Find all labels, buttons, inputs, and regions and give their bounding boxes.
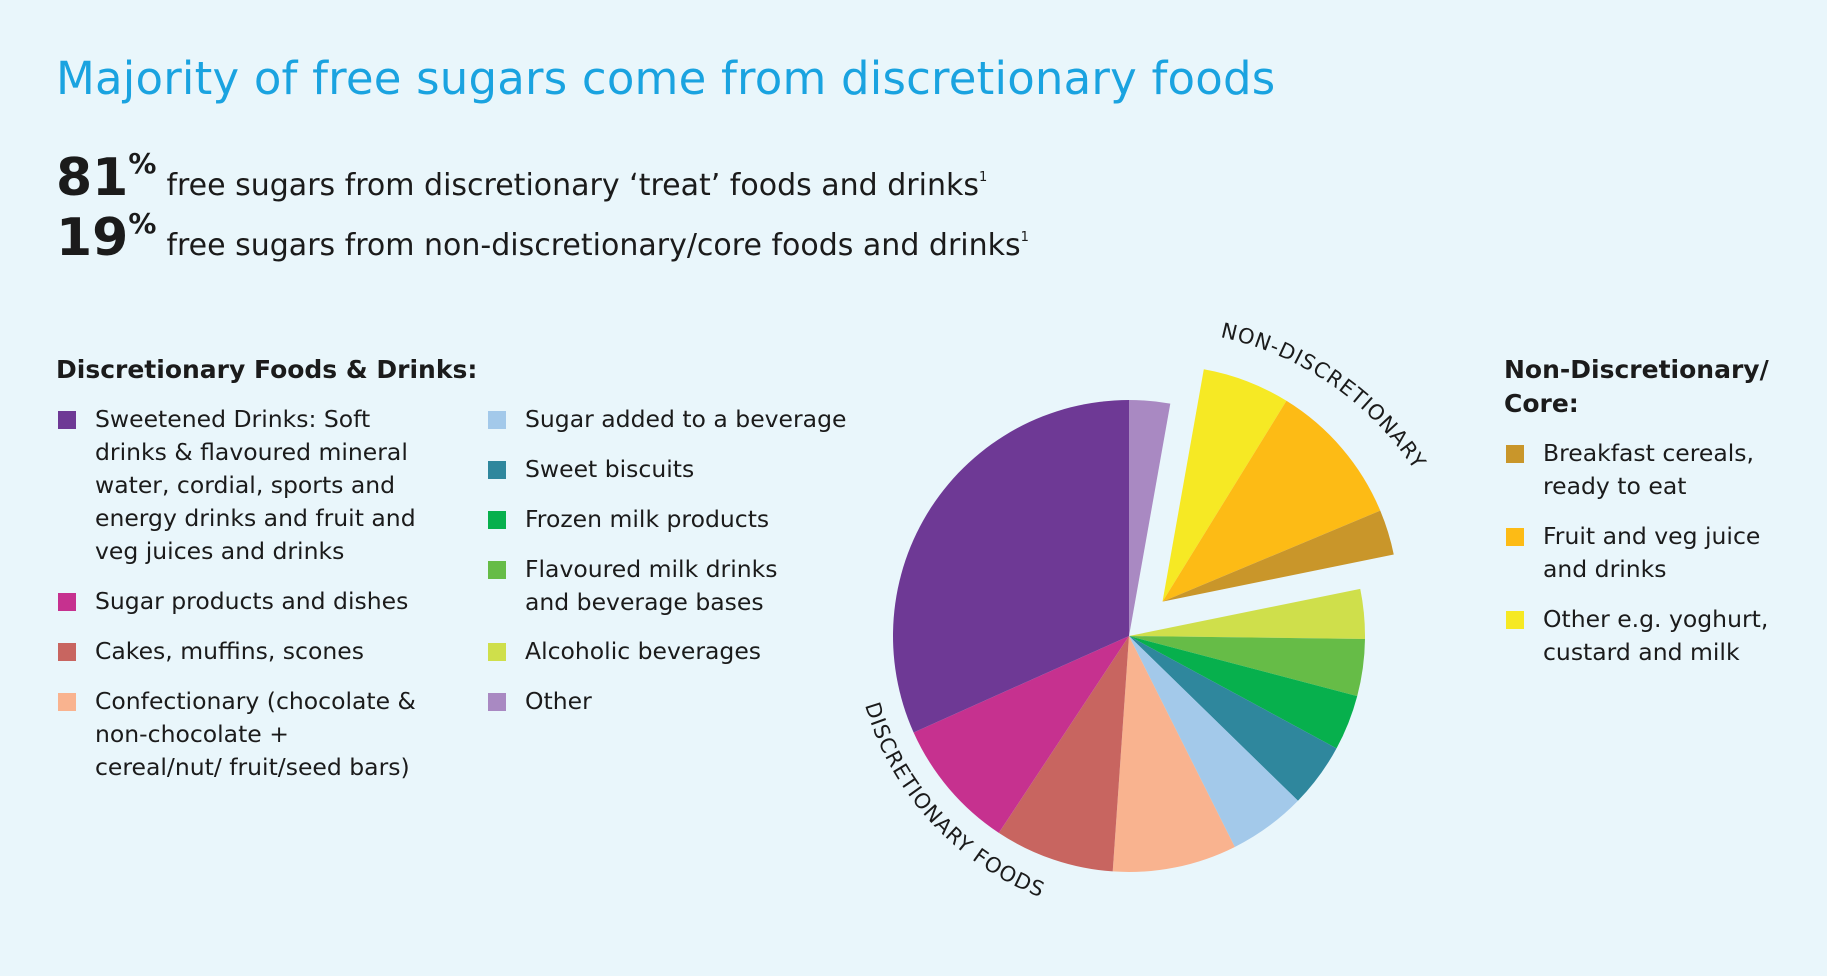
legend-item: Sweetened Drinks: Soft drinks & flavoure… — [58, 403, 438, 568]
page-title: Majority of free sugars come from discre… — [56, 52, 1276, 105]
legend-label: Confectionary (chocolate & non-chocolate… — [95, 687, 416, 781]
legend-swatch — [488, 411, 506, 429]
stat-non-discretionary: 19% free sugars from non-discretionary/co… — [56, 207, 1029, 268]
legend-label: Sweetened Drinks: Soft drinks & flavoure… — [95, 405, 416, 565]
pie-slice — [1112, 636, 1235, 872]
legend-swatch — [1506, 445, 1524, 463]
pie-slice — [1162, 510, 1394, 602]
legend-item: Confectionary (chocolate & non-chocolate… — [58, 685, 423, 784]
pie-slice — [1129, 400, 1171, 636]
stat-text: free sugars from discretionary ‘treat’ f… — [166, 168, 979, 203]
legend-swatch — [58, 411, 76, 429]
legend-item: Sugar added to a beverage — [488, 403, 848, 436]
footnote-marker: 1 — [979, 170, 988, 185]
legend-swatch — [488, 461, 506, 479]
legend-item: Cakes, muffins, scones — [58, 635, 438, 668]
legend-item: Fruit and veg juice and drinks — [1506, 520, 1796, 586]
stat-value: 81 — [56, 148, 129, 208]
legend-label: Sugar added to a beverage — [525, 405, 847, 433]
legend-label: Frozen milk products — [525, 505, 770, 533]
legend-swatch — [58, 643, 76, 661]
pie-slice — [1129, 588, 1365, 639]
legend-label: Sweet biscuits — [525, 455, 695, 483]
pie-slice — [1162, 369, 1287, 602]
legend-item: Other e.g. yoghurt, custard and milk — [1506, 603, 1796, 669]
legend-swatch — [488, 643, 506, 661]
legend-item: Flavoured milk drinks and beverage bases — [488, 553, 828, 619]
legend-item: Frozen milk products — [488, 503, 848, 536]
pie-slice — [1129, 636, 1298, 847]
legend-label: Fruit and veg juice and drinks — [1543, 522, 1761, 583]
legend-swatch — [58, 593, 76, 611]
stat-value: 19 — [56, 208, 129, 268]
pie-slice — [998, 636, 1129, 872]
pie-slice — [913, 636, 1129, 833]
stat-unit: % — [128, 207, 157, 240]
pie-slice — [1129, 636, 1358, 749]
legend-label: Other — [525, 687, 592, 715]
legend-item: Alcoholic beverages — [488, 635, 848, 668]
legend-label: Alcoholic beverages — [525, 637, 762, 665]
legend-label: Breakfast cereals, ready to eat — [1543, 439, 1754, 500]
legend-swatch — [488, 561, 506, 579]
legend-item: Sugar products and dishes — [58, 585, 438, 618]
pie-slices — [893, 369, 1394, 872]
legend-item: Sweet biscuits — [488, 453, 848, 486]
legend-core-heading: Non-Discretionary/ Core: — [1504, 355, 1769, 418]
pie-slice — [1162, 400, 1381, 602]
legend-label: Cakes, muffins, scones — [95, 637, 364, 665]
legend-swatch — [488, 693, 506, 711]
footnote-marker: 1 — [1020, 230, 1029, 245]
legend-discretionary-heading: Discretionary Foods & Drinks: — [56, 355, 478, 384]
pie-slice — [1129, 636, 1365, 697]
legend-swatch — [58, 693, 76, 711]
pie-slice — [1129, 636, 1337, 801]
pie-slice — [893, 400, 1129, 733]
legend-label: Sugar products and dishes — [95, 587, 409, 615]
legend-swatch — [1506, 611, 1524, 629]
legend-swatch — [488, 511, 506, 529]
stat-discretionary: 81% free sugars from discretionary ‘treat… — [56, 147, 988, 208]
stat-unit: % — [128, 147, 157, 180]
legend-item: Other — [488, 685, 848, 718]
legend-swatch — [1506, 528, 1524, 546]
stat-text: free sugars from non-discretionary/core … — [166, 228, 1021, 263]
legend-label: Other e.g. yoghurt, custard and milk — [1543, 605, 1769, 666]
legend-label: Flavoured milk drinks and beverage bases — [525, 555, 778, 616]
legend-item: Breakfast cereals, ready to eat — [1506, 437, 1796, 503]
